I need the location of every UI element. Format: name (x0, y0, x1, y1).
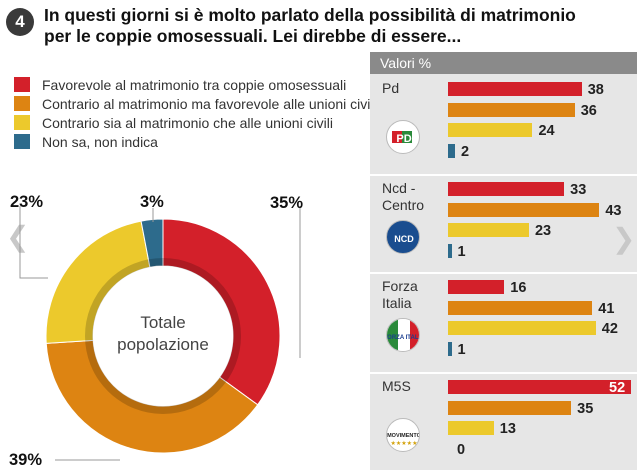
bar-value-label: 43 (605, 202, 622, 219)
donut-hole (93, 266, 233, 406)
donut-percent-label: 35% (270, 194, 303, 212)
legend-swatch (14, 134, 30, 149)
donut-percent-label: 39% (9, 451, 42, 468)
svg-text:MOVIMENTO: MOVIMENTO (387, 433, 420, 439)
group-divider (370, 174, 637, 176)
party-name: Ncd - Centro (382, 180, 425, 213)
party-name: M5S (382, 378, 411, 394)
legend-label: Favorevole al matrimonio tra coppie omos… (42, 76, 347, 93)
bar-1-3 (448, 243, 452, 258)
group-divider (370, 272, 637, 274)
legend-item-favorevole: Favorevole al matrimonio tra coppie omos… (14, 75, 377, 94)
leader-line (19, 206, 48, 279)
panel-header: Valori % (370, 52, 637, 74)
legend-label: Non sa, non indica (42, 133, 158, 150)
bar-1-1 (448, 202, 600, 217)
bar-2-3 (448, 341, 452, 356)
legend-label: Contrario sia al matrimonio che alle uni… (42, 114, 334, 131)
legend-item-non-sa: Non sa, non indica (14, 132, 377, 151)
donut-percent-label: 3% (140, 193, 164, 211)
party-name: Pd (382, 80, 400, 96)
bar-2-0 (448, 280, 505, 294)
m5s-logo: MOVIMENTO ★★★★★ (386, 418, 420, 452)
bar-value-label: 38 (587, 82, 604, 98)
forza-italia-logo: FORZA ITALIA (386, 318, 420, 352)
question-title: In questi giorni si è molto parlato dell… (44, 5, 634, 47)
donut-inner-ring (85, 258, 241, 414)
group-divider (370, 372, 637, 374)
svg-text:FORZA ITALIA: FORZA ITALIA (387, 335, 420, 341)
bar-value-label: 33 (570, 182, 587, 198)
donut-chart: Totale popolazione 35% 39% 23% 3% (9, 193, 303, 468)
svg-text:PD: PD (396, 133, 411, 145)
party-name: Forza Italia (382, 278, 418, 311)
question-title-line-1: In questi giorni si è molto parlato dell… (44, 5, 576, 25)
bar-value-label: 52 (609, 380, 626, 396)
svg-text:NCD: NCD (394, 234, 414, 244)
question-number-badge: 4 (6, 8, 34, 36)
bar-0-0 (448, 82, 582, 96)
svg-text:★★★★★: ★★★★★ (391, 440, 418, 447)
bar-value-label: 24 (538, 123, 555, 139)
bar-value-label: 16 (510, 280, 527, 296)
party-bars-panel: Valori % Pd PD 38 36 24 2 Ncd - Centro NCD 33 43 23… (370, 52, 637, 470)
bar-value-label: 13 (499, 421, 516, 437)
bar-3-1 (448, 400, 572, 415)
bar-value-label: 2 (461, 143, 470, 160)
legend-item-contrario-entrambi: Contrario sia al matrimonio che alle uni… (14, 113, 377, 132)
chevron-right-icon[interactable]: ❯ (612, 223, 636, 254)
legend-label: Contrario al matrimonio ma favorevole al… (42, 95, 377, 112)
donut-center-label-line-1: Totale (140, 313, 185, 332)
bar-value-label: 41 (598, 300, 615, 317)
bar-value-label: 1 (457, 243, 466, 260)
bar-value-label: 35 (577, 400, 594, 417)
bar-value-label: 1 (457, 341, 466, 358)
chevron-left-icon[interactable]: ❮ (6, 221, 30, 252)
bar-0-3 (448, 143, 456, 158)
bar-0-1 (448, 102, 575, 117)
bar-0-2 (448, 123, 533, 137)
bar-1-2 (448, 223, 529, 237)
bar-2-1 (448, 300, 593, 315)
donut-percent-label: 23% (10, 193, 43, 211)
bar-value-label: 36 (580, 102, 597, 119)
legend-swatch (14, 96, 30, 111)
question-title-line-2: per le coppie omosessuali. Lei direbbe d… (44, 26, 462, 46)
bar-3-2 (448, 421, 494, 435)
pd-logo: PD (386, 120, 420, 154)
bar-3-0 (448, 380, 631, 394)
ncd-logo: NCD (386, 220, 420, 254)
legend-swatch (14, 115, 30, 130)
bar-value-label: 42 (601, 321, 618, 337)
legend-item-contrario-unioni: Contrario al matrimonio ma favorevole al… (14, 94, 377, 113)
bar-1-0 (448, 182, 565, 196)
bar-value-label: 0 (457, 441, 466, 458)
legend: Favorevole al matrimonio tra coppie omos… (14, 75, 377, 151)
bar-2-2 (448, 321, 596, 335)
donut-center-label-line-2: popolazione (117, 335, 209, 354)
bar-value-label: 23 (534, 223, 552, 239)
legend-swatch (14, 77, 30, 92)
